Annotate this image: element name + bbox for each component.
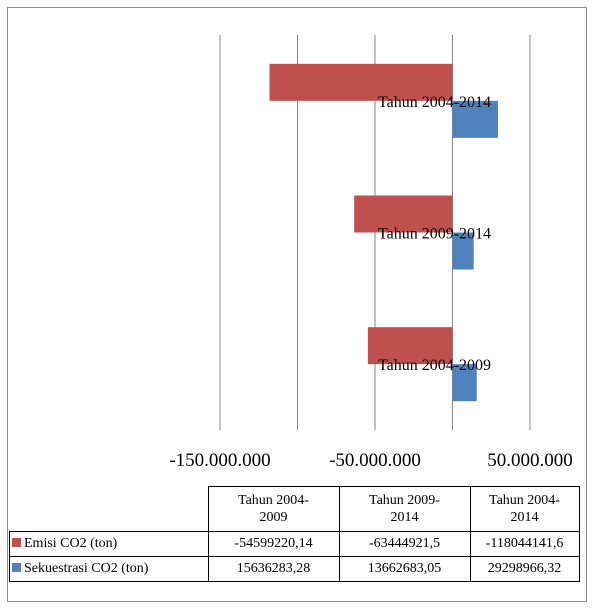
table-header-cell: Tahun 2004- 2009: [207, 486, 340, 532]
header-text: Tahun 2004- 2014: [489, 493, 560, 525]
table-row: Emisi CO2 (ton) -54599220,14 -63444921,5…: [9, 531, 580, 557]
table-cell: 29298966,32: [469, 556, 580, 582]
table-header-cell: Tahun 2004- 2014: [469, 486, 580, 532]
category-labels: Tahun 2004-2014 Tahun 2009-2014 Tahun 2004…: [378, 94, 491, 374]
table-cell: 15636283,28: [207, 556, 340, 582]
x-tick-labels: -150.000.000 -50.000.000 50.000.000: [169, 450, 572, 471]
bar-sekuestrasi: [452, 100, 498, 138]
table-cell: -54599220,14: [207, 531, 340, 557]
bar-emisi: [354, 195, 453, 233]
header-text: Tahun 2009- 2014: [369, 493, 440, 525]
bar-emisi: [367, 327, 453, 365]
bar-emisi: [269, 63, 453, 101]
header-text: Tahun 2004- 2009: [238, 493, 309, 525]
x-tick-label: -50.000.000: [329, 450, 421, 471]
legend-swatch: [12, 538, 21, 547]
row-label: Sekuestrasi CO2 (ton): [24, 561, 149, 576]
legend-swatch: [12, 563, 21, 572]
gridlines: [219, 35, 531, 430]
x-tick-label: -150.000.000: [169, 450, 270, 471]
table-row: Sekuestrasi CO2 (ton) 15636283,28 136626…: [9, 556, 580, 582]
table-corner: [9, 486, 209, 532]
legend-entry-sekuestrasi: Sekuestrasi CO2 (ton): [9, 556, 209, 582]
table-cell: -63444921,5: [338, 531, 471, 557]
data-table: Tahun 2004- 2009 Tahun 2009- 2014 Tahun 20…: [9, 486, 580, 582]
table-cell: -118044141,6: [469, 531, 580, 557]
table-header-cell: Tahun 2009- 2014: [338, 486, 471, 532]
row-label: Emisi CO2 (ton): [24, 536, 118, 551]
category-label: Tahun 2004-2009: [378, 357, 491, 374]
table-header-row: Tahun 2004- 2009 Tahun 2009- 2014 Tahun 20…: [9, 486, 580, 532]
bar-sekuestrasi: [452, 364, 477, 402]
legend-entry-emisi: Emisi CO2 (ton): [9, 531, 209, 557]
bars: [269, 63, 498, 402]
x-tick-label: 50.000.000: [487, 450, 573, 471]
category-label: Tahun 2009-2014: [378, 226, 491, 243]
bar-sekuestrasi: [452, 232, 474, 270]
table-cell: 13662683,05: [338, 556, 471, 582]
category-label: Tahun 2004-2014: [378, 94, 491, 111]
bar-chart: Tahun 2004-2014 Tahun 2009-2014 Tahun 2004…: [169, 35, 573, 471]
